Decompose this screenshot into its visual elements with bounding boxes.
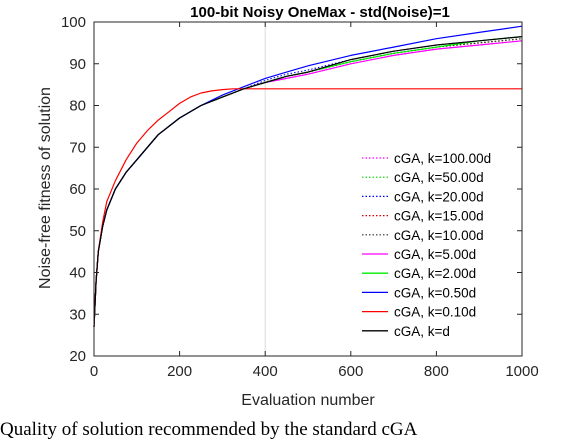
legend-label-9: cGA, k=d xyxy=(394,324,450,339)
y-tick-label: 40 xyxy=(69,265,86,282)
axis-ticks: 0 200 400 600 800 1000 20 30 40 50 60 70 80 90 100 xyxy=(61,14,539,380)
legend-label-8: cGA, k=0.10d xyxy=(394,305,476,320)
series-line-9 xyxy=(93,36,523,327)
legend-label-4: cGA, k=10.00d xyxy=(394,228,484,243)
y-tick-label: 70 xyxy=(69,139,86,156)
series-line-8 xyxy=(93,88,522,327)
y-tick-label: 100 xyxy=(61,14,86,31)
y-axis-label: Noise-free fitness of solution xyxy=(37,87,54,289)
legend-label-0: cGA, k=100.00d xyxy=(394,151,491,166)
series-lines xyxy=(93,25,523,327)
y-tick-label: 90 xyxy=(69,56,86,73)
x-tick-label: 800 xyxy=(424,363,449,380)
legend-label-1: cGA, k=50.00d xyxy=(394,170,484,185)
chart-title: 100-bit Noisy OneMax - std(Noise)=1 xyxy=(190,4,450,21)
y-tick-label: 60 xyxy=(69,181,86,198)
y-tick-label: 80 xyxy=(69,98,86,115)
y-tick-label: 50 xyxy=(69,223,86,240)
x-tick-label: 400 xyxy=(253,363,278,380)
x-tick-label: 200 xyxy=(167,363,192,380)
x-tick-label: 0 xyxy=(90,363,98,380)
figure-caption: Quality of solution recommended by the s… xyxy=(0,420,418,440)
legend-label-5: cGA, k=5.00d xyxy=(394,247,476,262)
x-axis-label: Evaluation number xyxy=(241,392,375,409)
legend-label-7: cGA, k=0.50d xyxy=(394,285,476,300)
legend: cGA, k=100.00d cGA, k=50.00d cGA, k=20.00d… xyxy=(362,151,491,339)
y-tick-label: 20 xyxy=(69,348,86,365)
x-tick-label: 600 xyxy=(338,363,363,380)
legend-label-3: cGA, k=15.00d xyxy=(394,209,484,224)
x-tick-label: 1000 xyxy=(505,363,538,380)
legend-label-6: cGA, k=2.00d xyxy=(394,266,476,281)
y-tick-label: 30 xyxy=(69,306,86,323)
legend-label-2: cGA, k=20.00d xyxy=(394,189,484,204)
